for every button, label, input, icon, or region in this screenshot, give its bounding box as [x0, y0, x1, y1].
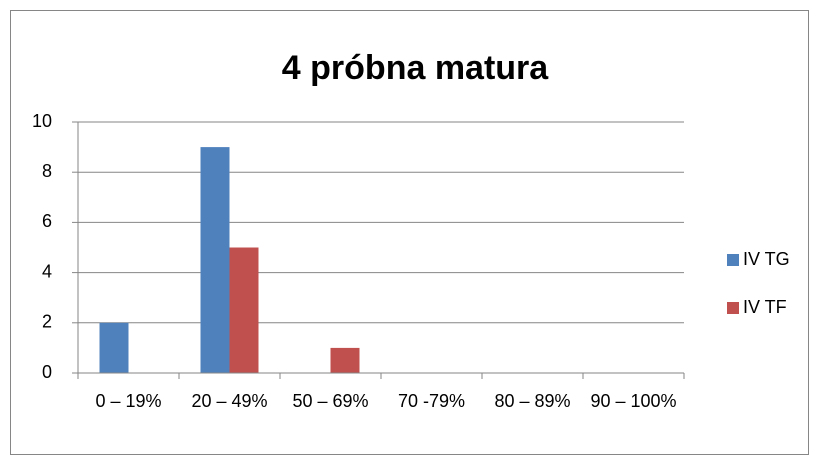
y-tick-label: 0	[42, 362, 52, 382]
x-tick-label: 50 – 69%	[292, 391, 369, 411]
legend-swatch	[727, 302, 739, 314]
x-tick-label: 0 – 19%	[95, 391, 162, 411]
legend-label: IV TG	[743, 249, 790, 269]
x-tick-label: 20 – 49%	[191, 391, 268, 411]
y-tick-label: 4	[42, 261, 52, 281]
y-tick-label: 2	[42, 312, 52, 332]
bar	[229, 247, 259, 373]
x-tick-label: 80 – 89%	[494, 391, 571, 411]
y-tick-label: 6	[42, 211, 52, 231]
legend-swatch	[727, 254, 739, 266]
chart-frame	[10, 10, 809, 455]
y-tick-label: 8	[42, 161, 52, 181]
bar	[330, 347, 360, 373]
bar	[99, 322, 129, 373]
chart-title: 4 próbna matura	[282, 49, 549, 87]
x-tick-label: 90 – 100%	[590, 391, 677, 411]
y-tick-label: 10	[32, 111, 52, 131]
x-tick-label: 70 -79%	[397, 391, 466, 411]
bar	[200, 147, 230, 373]
legend-label: IV TF	[743, 297, 787, 317]
